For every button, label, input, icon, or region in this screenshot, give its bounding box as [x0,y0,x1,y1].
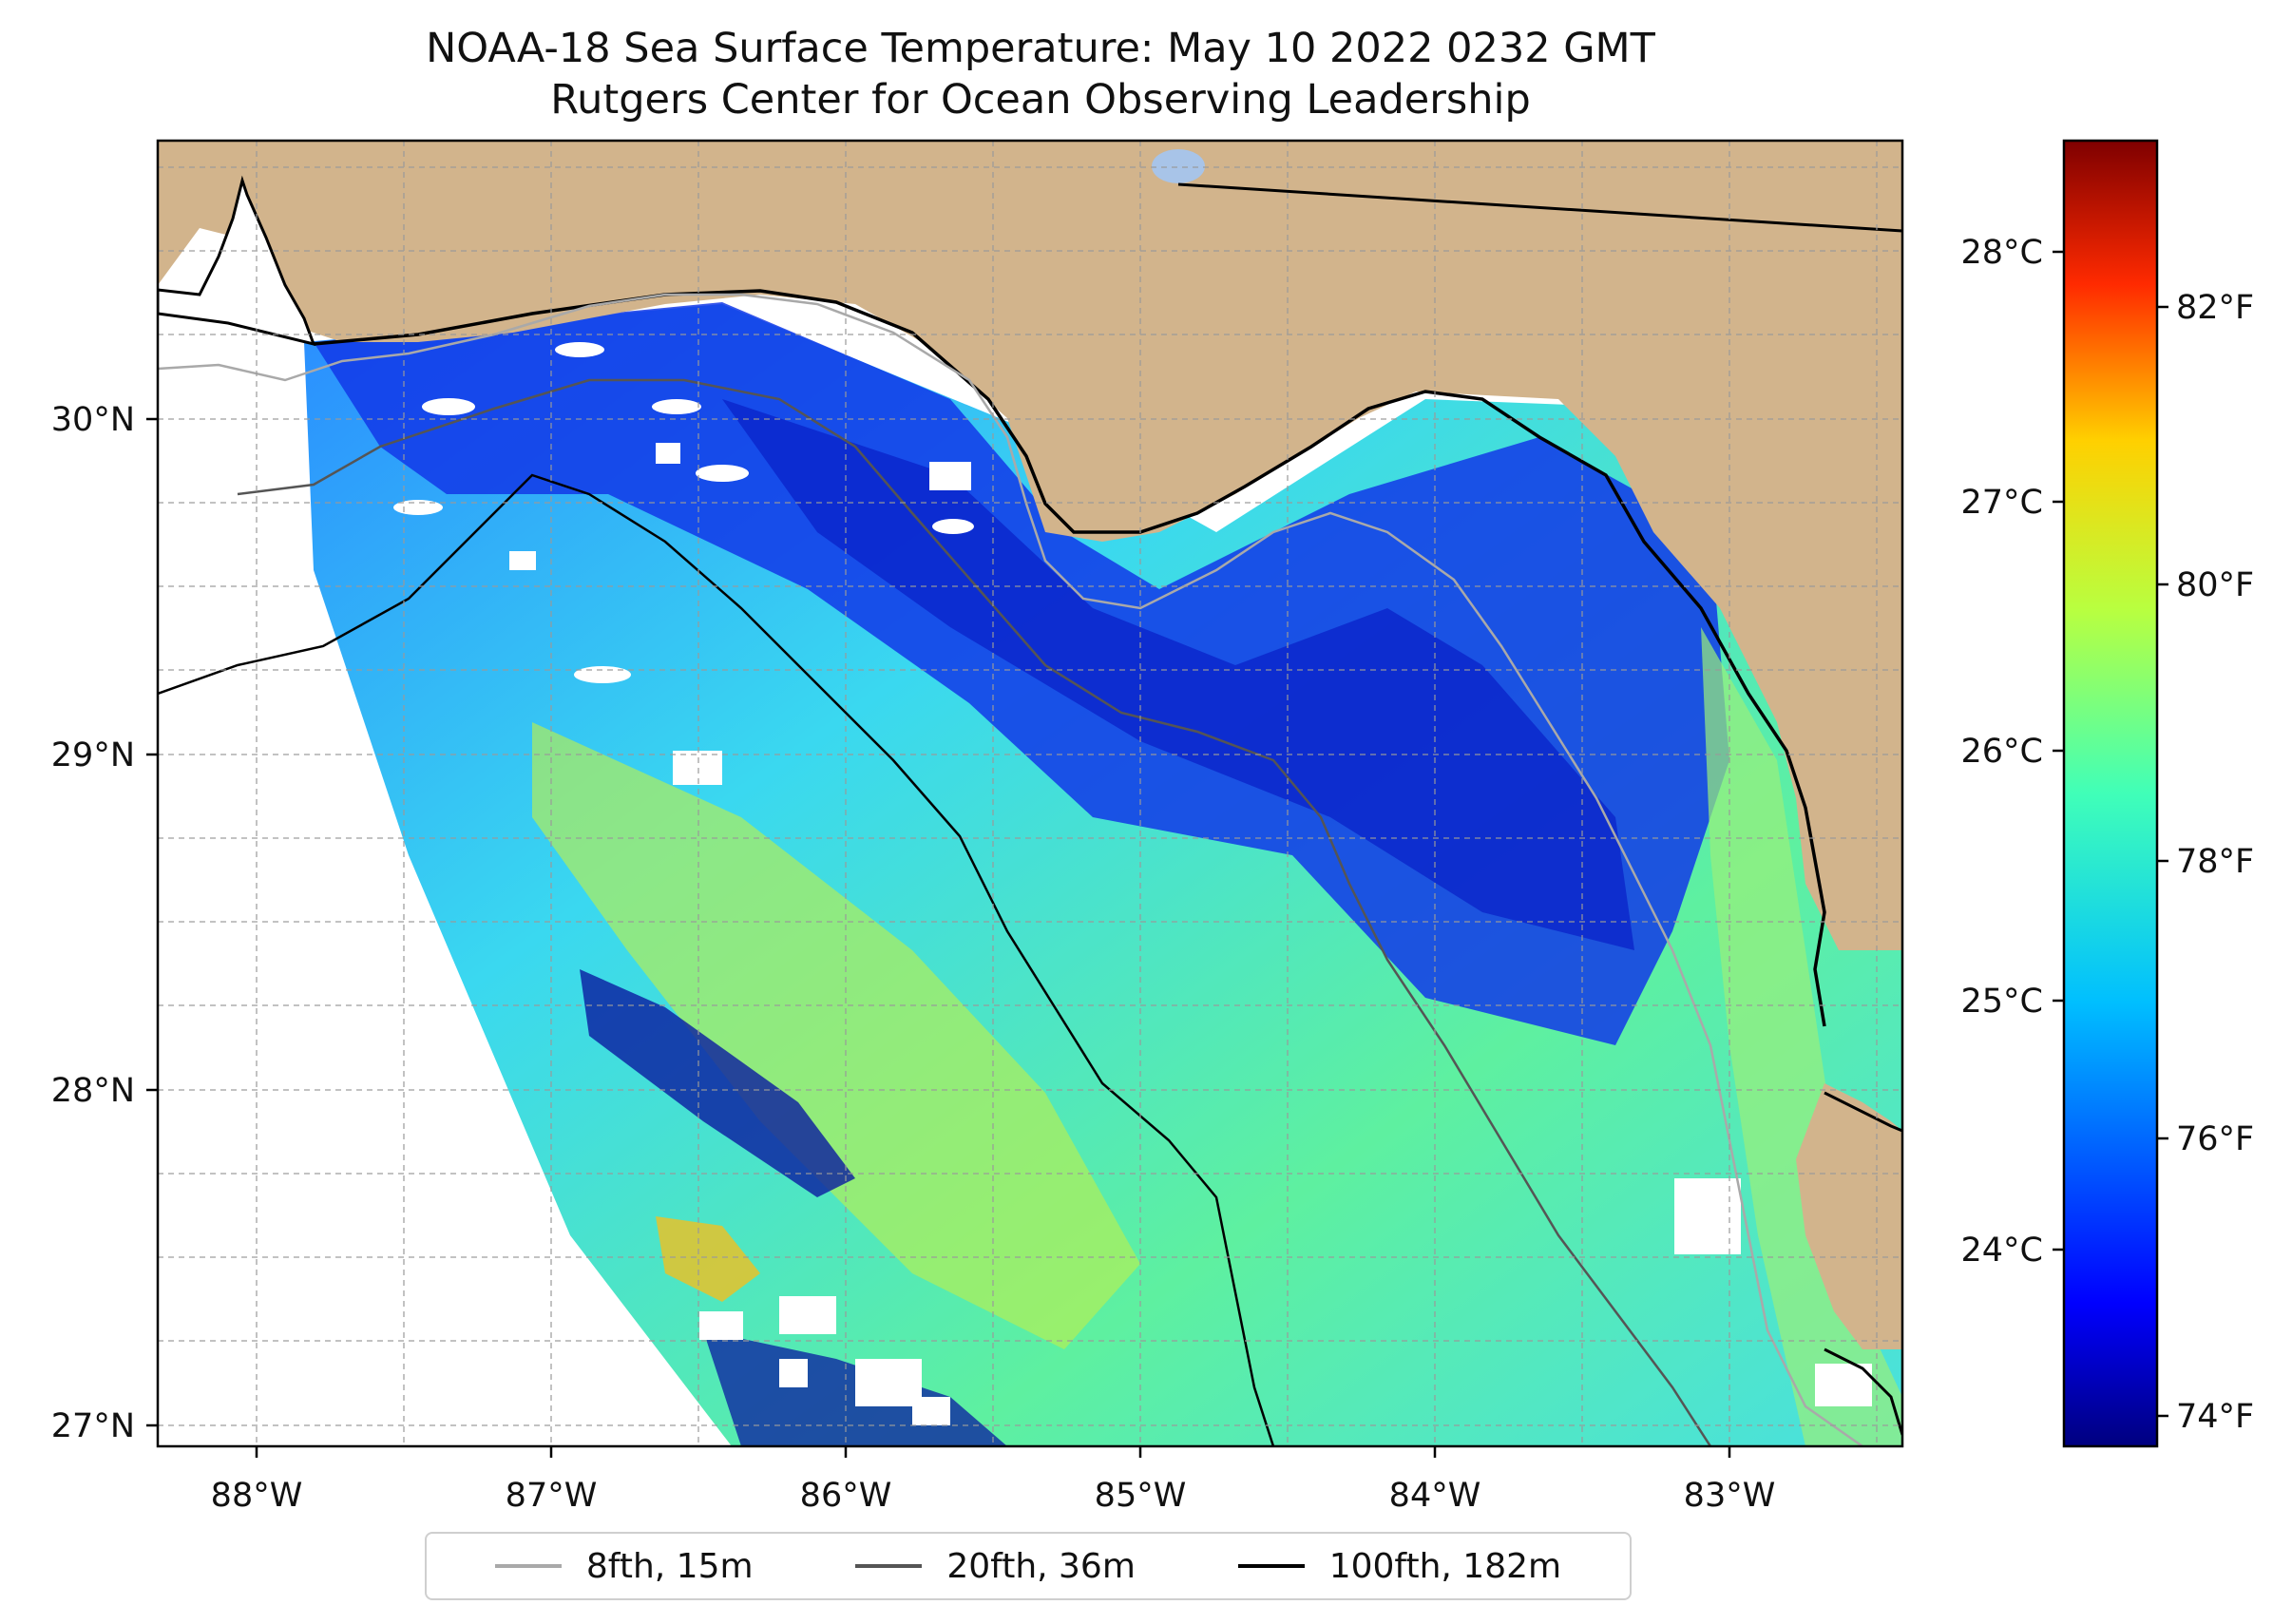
lon-tick-87w: 87°W [506,1477,598,1515]
lat-tick-28n: 28°N [51,1072,135,1110]
colorbar-f-76: 76°F [2176,1120,2254,1158]
colorbar-c-28: 28°C [1961,234,2043,272]
legend-item-100fth: 100fth, 182m [1237,1546,1562,1586]
lat-tick-30n: 30°N [51,401,135,439]
legend-item-8fth: 8fth, 15m [494,1546,754,1586]
cloud-patches [393,342,1872,1425]
colorbar-c-26: 26°C [1961,733,2043,771]
colorbar-c-27: 27°C [1961,484,2043,522]
chart-title: NOAA-18 Sea Surface Temperature: May 10 … [426,25,1655,72]
legend-line-20fth [855,1564,923,1568]
lake [1152,149,1205,183]
colorbar-c-24: 24°C [1961,1232,2043,1270]
colorbar-c-25: 25°C [1961,983,2043,1021]
coastline-south-2 [1824,1347,1902,1436]
sst-cool-core [722,399,1634,950]
chart-subtitle: Rutgers Center for Ocean Observing Leade… [550,76,1531,124]
state-border [1177,182,1902,233]
lon-tick-83w: 83°W [1684,1477,1776,1515]
coastline-south [1824,1091,1902,1133]
legend: 8fth, 15m 20fth, 36m 100fth, 182m [425,1532,1632,1600]
isobath-8fth [158,293,1863,1446]
lat-tick-27n: 27°N [51,1407,135,1445]
gridlines [158,141,1902,1446]
legend-item-20fth: 20fth, 36m [855,1547,1136,1586]
coastline [313,289,1826,1027]
legend-label: 8fth, 15m [585,1546,754,1586]
plot-frame [156,139,1904,1448]
colorbar [2062,139,2159,1448]
isobath-20fth [237,378,1712,1446]
colorbar-f-78: 78°F [2176,843,2254,881]
sst-warm-coast [1701,627,1902,1446]
legend-line-8fth [494,1564,562,1568]
sst-warm-tongue [532,722,1140,1349]
sst-cool-band [314,302,1729,1045]
lon-tick-86w: 86°W [800,1477,892,1515]
legend-line-100fth [1237,1564,1305,1568]
colorbar-ticks [2053,250,2168,1418]
sst-dark-streak [580,969,855,1197]
legend-label: 100fth, 182m [1328,1546,1562,1586]
axis-ticks [146,417,1731,1458]
colorbar-f-80: 80°F [2176,566,2254,604]
lon-tick-88w: 88°W [211,1477,303,1515]
isobath-100fth [158,473,1275,1446]
lon-tick-84w: 84°W [1389,1477,1481,1515]
sst-warm-spot [656,1216,760,1302]
lon-tick-85w: 85°W [1095,1477,1187,1515]
colorbar-f-82: 82°F [2176,289,2254,327]
colorbar-f-74: 74°F [2176,1398,2254,1436]
land-florida [1796,1083,1902,1349]
land-north [158,141,1902,950]
legend-label: 20fth, 36m [946,1546,1136,1586]
lat-tick-29n: 29°N [51,736,135,774]
